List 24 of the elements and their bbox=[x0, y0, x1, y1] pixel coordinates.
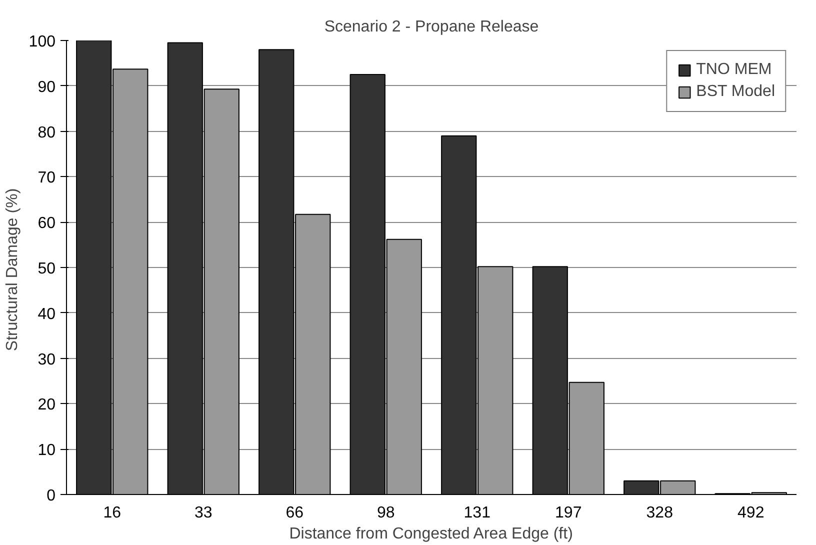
y-tick-label: 60 bbox=[38, 215, 56, 232]
y-tick-label: 40 bbox=[38, 306, 56, 323]
y-tick-label: 50 bbox=[38, 260, 56, 278]
x-tick-label: 33 bbox=[194, 504, 212, 522]
y-tick-label: 30 bbox=[38, 351, 56, 368]
x-tick-label: 16 bbox=[103, 504, 122, 522]
x-tick-label: 492 bbox=[738, 504, 764, 522]
legend-label: TNO MEM bbox=[696, 61, 772, 79]
y-axis-title: Structural Damage (%) bbox=[4, 188, 21, 352]
y-tick-label: 70 bbox=[38, 170, 56, 187]
chart-title: Scenario 2 - Propane Release bbox=[324, 18, 539, 36]
y-tick-label: 80 bbox=[38, 124, 56, 142]
x-tick-label: 328 bbox=[646, 504, 674, 522]
y-tick-label: 10 bbox=[38, 442, 56, 460]
y-tick-label: 0 bbox=[46, 488, 56, 504]
x-tick-label: 66 bbox=[286, 504, 304, 522]
x-tick-label: 131 bbox=[464, 504, 491, 522]
legend-label: BST Model bbox=[696, 83, 775, 101]
x-tick-label: 98 bbox=[376, 504, 395, 522]
x-axis-title: Distance from Congested Area Edge (ft) bbox=[289, 526, 573, 542]
y-tick-label: 90 bbox=[38, 78, 56, 96]
x-tick-label: 197 bbox=[555, 504, 582, 522]
y-tick-label: 20 bbox=[38, 396, 56, 414]
y-tick-label: 100 bbox=[28, 34, 56, 50]
